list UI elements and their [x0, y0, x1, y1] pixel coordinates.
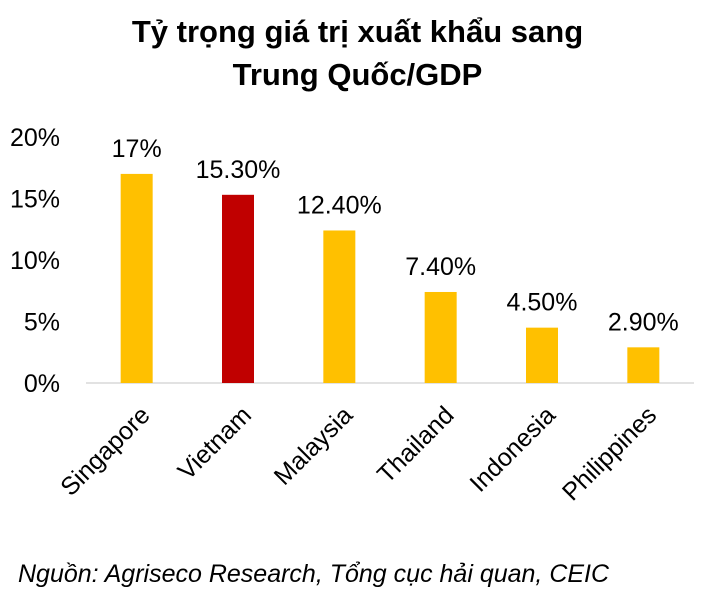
y-tick-label: 5%	[24, 309, 60, 337]
data-label: 15.30%	[196, 156, 281, 184]
category-label: Vietnam	[173, 401, 257, 485]
chart-title-line-2: Trung Quốc/GDP	[232, 57, 483, 92]
bar	[526, 327, 558, 383]
category-label: Indonesia	[464, 401, 561, 498]
y-tick-label: 20%	[10, 124, 60, 152]
chart-title: Tỷ trọng giá trị xuất khẩu sang Trung Qu…	[0, 10, 715, 96]
data-label: 12.40%	[297, 191, 382, 219]
data-label: 4.50%	[507, 289, 578, 317]
bar	[120, 173, 153, 383]
category-label: Thailand	[372, 401, 460, 489]
data-label: 2.90%	[608, 308, 679, 336]
bar	[424, 291, 457, 383]
y-tick-label: 10%	[10, 247, 60, 275]
bar	[323, 230, 356, 383]
category-label: Philippines	[557, 401, 662, 506]
data-label: 17%	[112, 135, 162, 163]
y-tick-label: 0%	[24, 370, 60, 398]
category-label: Malaysia	[269, 401, 359, 491]
source-note: Nguồn: Agriseco Research, Tổng cục hải q…	[18, 560, 610, 588]
y-tick-label: 15%	[10, 186, 60, 214]
category-label: Singapore	[55, 401, 155, 501]
bar	[627, 347, 660, 383]
data-label: 7.40%	[405, 253, 476, 281]
chart-title-line-1: Tỷ trọng giá trị xuất khẩu sang	[131, 14, 584, 49]
bar	[222, 194, 254, 383]
